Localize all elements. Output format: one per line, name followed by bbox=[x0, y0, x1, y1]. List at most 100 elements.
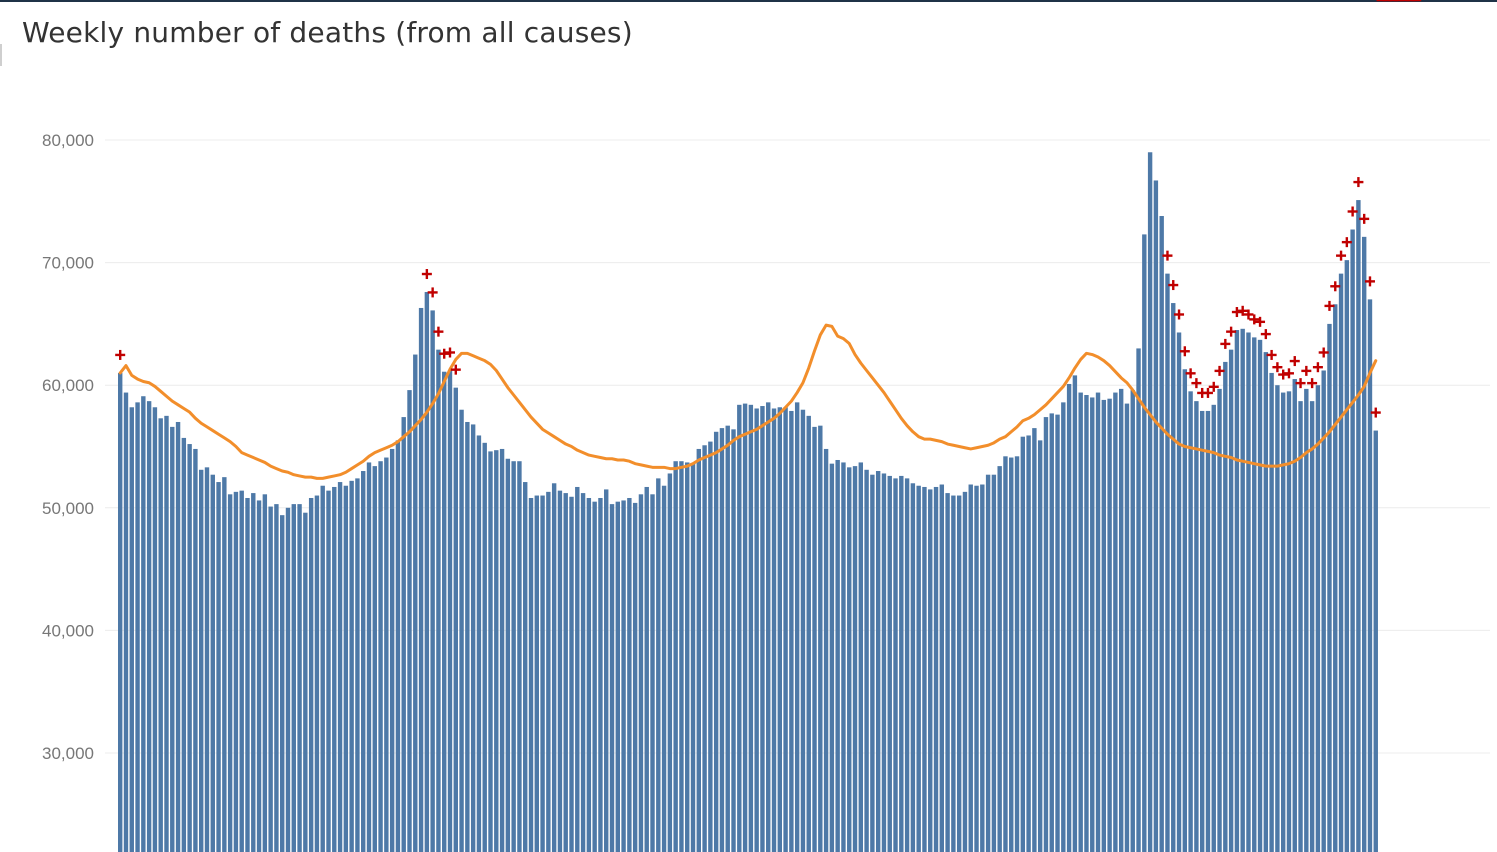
bar bbox=[783, 407, 788, 852]
excess-marker bbox=[433, 326, 444, 337]
bar bbox=[928, 489, 933, 852]
bar bbox=[1211, 404, 1216, 852]
bar bbox=[1309, 401, 1315, 852]
excess-marker bbox=[1283, 368, 1294, 379]
bar bbox=[1003, 456, 1008, 852]
bar bbox=[742, 403, 748, 852]
bar bbox=[951, 495, 956, 852]
bar bbox=[395, 440, 401, 852]
bar bbox=[1095, 392, 1101, 852]
bar bbox=[442, 371, 447, 852]
bar bbox=[135, 402, 140, 852]
bar bbox=[939, 484, 945, 852]
excess-marker bbox=[1364, 276, 1375, 287]
bar bbox=[1361, 236, 1367, 852]
bar bbox=[453, 387, 458, 852]
excess-marker bbox=[1266, 349, 1277, 360]
bar bbox=[361, 471, 366, 852]
bar bbox=[731, 429, 736, 852]
bar bbox=[563, 493, 568, 852]
bar bbox=[245, 497, 250, 852]
excess-marker bbox=[1289, 356, 1300, 367]
bar bbox=[852, 466, 858, 852]
bar bbox=[899, 475, 904, 852]
excess-marker bbox=[1301, 365, 1312, 376]
excess-marker bbox=[1237, 305, 1248, 316]
bar bbox=[528, 497, 534, 852]
bar bbox=[1350, 229, 1355, 852]
bar bbox=[800, 409, 806, 852]
excess-marker bbox=[1312, 362, 1323, 373]
bar bbox=[181, 437, 187, 852]
bar bbox=[980, 484, 985, 852]
bar bbox=[754, 408, 759, 852]
bar bbox=[847, 467, 852, 852]
bar bbox=[1072, 375, 1078, 852]
bar bbox=[1188, 391, 1193, 852]
bar bbox=[777, 407, 782, 852]
bar bbox=[702, 445, 707, 852]
bar bbox=[598, 497, 603, 852]
excess-marker bbox=[445, 347, 456, 358]
bar bbox=[256, 500, 262, 852]
bar bbox=[968, 484, 973, 852]
y-axis-ticks: 30,000 40,000 50,000 60,000 70,000 80,000 bbox=[42, 131, 94, 763]
bar bbox=[164, 415, 169, 852]
bar bbox=[708, 441, 713, 852]
excess-marker bbox=[1278, 369, 1289, 380]
excess-marker bbox=[1272, 362, 1283, 373]
bar bbox=[343, 485, 349, 852]
bar bbox=[233, 491, 239, 852]
bar bbox=[499, 448, 505, 852]
bar bbox=[1373, 430, 1378, 852]
bar bbox=[569, 496, 574, 852]
bar bbox=[656, 478, 661, 852]
bar bbox=[170, 426, 175, 852]
bar bbox=[1321, 370, 1326, 852]
excess-marker bbox=[1295, 378, 1306, 389]
bar bbox=[1090, 397, 1095, 852]
bar bbox=[1280, 392, 1286, 852]
bar bbox=[540, 495, 545, 852]
bar bbox=[627, 497, 632, 852]
bar bbox=[1136, 348, 1141, 852]
bar bbox=[644, 486, 649, 852]
bar bbox=[291, 504, 296, 852]
excess-marker bbox=[1220, 338, 1231, 349]
bar bbox=[719, 428, 725, 852]
bar bbox=[673, 461, 678, 852]
bar bbox=[1107, 398, 1112, 852]
bar bbox=[685, 462, 690, 852]
bar bbox=[465, 421, 470, 852]
bar bbox=[586, 497, 592, 852]
bar bbox=[1223, 361, 1228, 852]
bar bbox=[1171, 303, 1176, 852]
bar bbox=[274, 504, 279, 852]
bar bbox=[1275, 385, 1280, 852]
bar bbox=[575, 486, 580, 852]
bar bbox=[407, 390, 412, 852]
bar bbox=[1153, 180, 1159, 852]
excess-marker bbox=[421, 269, 432, 280]
bar bbox=[580, 493, 586, 852]
bar bbox=[621, 500, 626, 852]
bar bbox=[297, 504, 302, 852]
bar bbox=[366, 462, 372, 852]
bar bbox=[667, 473, 673, 852]
bar bbox=[152, 407, 158, 852]
bar bbox=[1344, 260, 1350, 852]
excess-marker bbox=[1202, 387, 1213, 398]
bar bbox=[933, 486, 939, 852]
excess-marker bbox=[1208, 381, 1219, 392]
bar bbox=[1240, 328, 1245, 852]
excess-marker bbox=[1243, 309, 1254, 320]
excess-marker bbox=[1226, 326, 1237, 337]
bar bbox=[239, 490, 244, 852]
bar bbox=[806, 415, 811, 852]
bar bbox=[1269, 372, 1274, 852]
bar bbox=[1298, 401, 1303, 852]
line-series bbox=[118, 323, 1378, 480]
bar bbox=[592, 501, 597, 852]
bar bbox=[956, 495, 962, 852]
bar bbox=[1043, 417, 1049, 852]
